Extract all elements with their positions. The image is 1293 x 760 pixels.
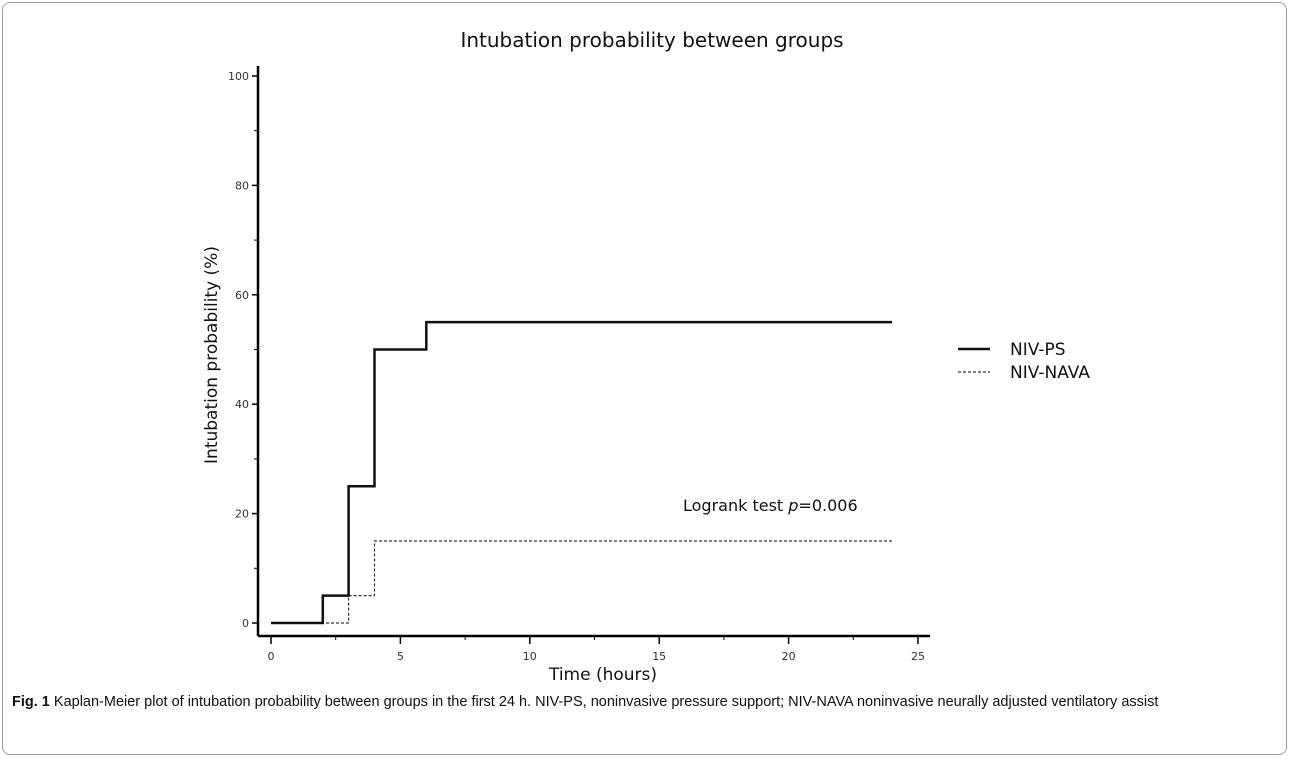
legend-label-niv-ps: NIV-PS xyxy=(1010,340,1066,360)
series-line-niv-nava xyxy=(271,540,893,624)
series-layer xyxy=(271,320,893,625)
caption-label: Fig. 1 xyxy=(12,694,50,710)
x-tick-label: 0 xyxy=(268,650,275,663)
logrank-annotation: Logrank test p=0.006 xyxy=(683,496,858,515)
x-tick-label: 10 xyxy=(523,650,537,663)
x-axis-label: Time (hours) xyxy=(548,665,657,685)
logrank-prefix: Logrank test xyxy=(683,496,788,515)
y-tick-label: 80 xyxy=(235,179,249,192)
y-tick-label: 0 xyxy=(242,617,249,630)
caption-text: Kaplan-Meier plot of intubation probabil… xyxy=(49,694,1159,710)
series-line-niv-ps xyxy=(271,320,893,625)
x-tick-label: 5 xyxy=(397,650,404,663)
y-tick-label: 20 xyxy=(235,508,249,521)
axes: 0 5 10 15 20 25 0 20 40 60 80 100 xyxy=(228,66,930,663)
chart-title: Intubation probability between groups xyxy=(460,28,843,52)
y-tick-label: 60 xyxy=(235,289,249,302)
y-tick-label: 100 xyxy=(228,70,249,83)
figure-caption: Fig. 1 Kaplan-Meier plot of intubation p… xyxy=(12,692,1277,713)
x-tick-label: 25 xyxy=(911,650,925,663)
x-tick-label: 15 xyxy=(652,650,666,663)
y-tick-label: 40 xyxy=(235,398,249,411)
legend-label-niv-nava: NIV-NAVA xyxy=(1010,363,1090,383)
kaplan-meier-chart: Intubation probability between groups 0 5… xyxy=(202,28,1090,685)
legend: NIV-PS NIV-NAVA xyxy=(958,340,1090,383)
y-axis-label: Intubation probability (%) xyxy=(202,246,222,464)
logrank-p-value: =0.006 xyxy=(798,496,857,515)
x-tick-label: 20 xyxy=(782,650,796,663)
logrank-p-symbol: p xyxy=(787,496,798,515)
